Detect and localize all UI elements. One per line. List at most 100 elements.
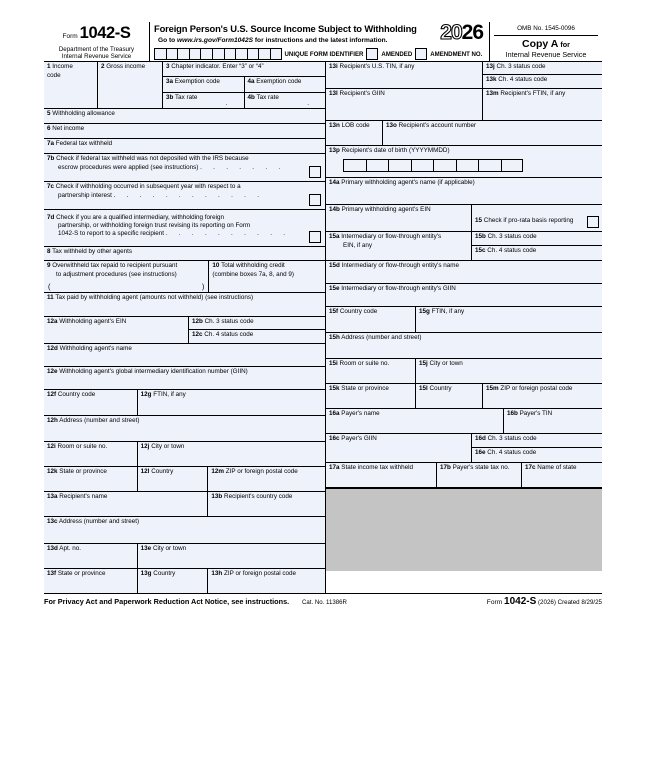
field-8-tax-withheld-other-agents[interactable]: 8 Tax withheld by other agents — [44, 246, 325, 260]
amendment-no-checkbox[interactable] — [415, 48, 428, 60]
field-13e-city[interactable]: 13e City or town — [136, 543, 325, 568]
field-13m-recipient-ftin[interactable]: 13m Recipient's FTIN, if any — [482, 88, 602, 120]
field-12i-room-suite[interactable]: 12i Room or suite no. — [44, 441, 137, 466]
field-12a-agent-ein[interactable]: 12a Withholding agent's EIN — [44, 316, 188, 343]
field-15i-room-suite[interactable]: 15i Room or suite no. — [326, 358, 415, 383]
field-12j-city[interactable]: 12j City or town — [136, 441, 325, 466]
identifier-box-8[interactable] — [235, 48, 247, 60]
field-15-checkbox[interactable] — [587, 215, 599, 228]
field-16e-ch4-status[interactable]: 16e Ch. 4 status code — [471, 447, 602, 462]
field-15j-city[interactable]: 15j City or town — [415, 358, 602, 383]
field-15b-ch3-status[interactable]: 15b Ch. 3 status code — [471, 231, 602, 246]
field-15e-intermediary-giin[interactable]: 15e Intermediary or flow-through entity'… — [326, 283, 602, 306]
field-12b-ch3-status[interactable]: 12b Ch. 3 status code — [188, 316, 325, 330]
field-14b-primary-agent-ein[interactable]: 14b Primary withholding agent's EIN — [326, 204, 471, 231]
amended-checkbox[interactable] — [366, 48, 379, 60]
field-7c-subsequent-year-check[interactable]: 7c Check if withholding occurred in subs… — [44, 181, 325, 209]
field-9-overwithheld-repaid[interactable]: 9 Overwithheld tax repaid to recipient p… — [44, 260, 209, 292]
identifier-box-1[interactable] — [154, 48, 166, 60]
field-13l-recipient-giin[interactable]: 13l Recipient's GIIN — [326, 88, 482, 120]
field-13c-address[interactable]: 13c Address (number and street) — [44, 516, 325, 543]
field-6-net-income[interactable]: 6 Net income — [44, 123, 325, 138]
field-17a-state-tax-withheld[interactable]: 17a State income tax withheld — [326, 462, 436, 487]
dob-box-1[interactable] — [343, 158, 366, 172]
field-13o-account-number[interactable]: 13o Recipient's account number — [382, 120, 602, 145]
field-13d-apt-no[interactable]: 13d Apt. no. — [44, 543, 137, 568]
field-16a-payer-name[interactable]: 16a Payer's name — [326, 408, 503, 433]
field-12e-label: Withholding agent's global intermediary … — [59, 368, 248, 376]
identifier-box-10[interactable] — [258, 48, 270, 60]
field-12d-number: 12d — [47, 345, 58, 353]
field-16c-payer-giin[interactable]: 16c Payer's GIIN — [326, 433, 471, 462]
field-5-withholding-allowance[interactable]: 5 Withholding allowance — [44, 108, 325, 123]
field-7a-federal-tax-withheld[interactable]: 7a Federal tax withheld — [44, 138, 325, 153]
field-15k-state[interactable]: 15k State or province — [326, 383, 415, 408]
field-7b-checkbox[interactable] — [309, 165, 321, 178]
field-1-income-code[interactable]: 1 Income code — [44, 61, 97, 108]
field-12d-agent-name[interactable]: 12d Withholding agent's name — [44, 343, 325, 366]
field-2-gross-income[interactable]: 2 Gross income — [97, 61, 162, 108]
identifier-box-11[interactable] — [269, 48, 282, 60]
field-13p-date-boxes[interactable] — [343, 158, 600, 172]
field-17b-payer-state-tax-no[interactable]: 17b Payer's state tax no. — [436, 462, 521, 487]
field-15l-country[interactable]: 15l Country — [415, 383, 482, 408]
field-14a-primary-agent-name[interactable]: 14a Primary withholding agent's name (if… — [326, 177, 602, 204]
dob-box-7[interactable] — [478, 158, 501, 172]
identifier-box-5[interactable] — [200, 48, 212, 60]
field-7d-checkbox[interactable] — [309, 230, 321, 243]
identifier-box-9[interactable] — [246, 48, 259, 60]
dob-box-6[interactable] — [455, 158, 478, 172]
identifier-box-3[interactable] — [177, 48, 189, 60]
field-15a-intermediary-ein[interactable]: 15a Intermediary or flow-through entity'… — [326, 231, 471, 260]
field-13b-recipient-country-code[interactable]: 13b Recipient's country code — [207, 491, 325, 516]
field-10-total-withholding-credit[interactable]: 10 Total withholding credit (combine box… — [208, 260, 325, 292]
field-12m-zip[interactable]: 12m ZIP or foreign postal code — [207, 466, 325, 491]
field-3b-tax-rate[interactable]: 3b Tax rate . — [162, 92, 244, 108]
field-17c-name-of-state[interactable]: 17c Name of state — [521, 462, 602, 487]
field-13h-zip[interactable]: 13h ZIP or foreign postal code — [207, 568, 325, 593]
dob-box-8[interactable] — [500, 158, 523, 172]
field-4b-tax-rate[interactable]: 4b Tax rate . — [243, 92, 325, 108]
field-15c-ch4-status[interactable]: 15c Ch. 4 status code — [471, 245, 602, 260]
identifier-box-4[interactable] — [188, 48, 201, 60]
field-13g-country[interactable]: 13g Country — [136, 568, 208, 593]
field-7c-checkbox[interactable] — [309, 193, 321, 206]
field-13p-date-of-birth[interactable]: 13p Recipient's date of birth (YYYYMMDD) — [326, 145, 602, 177]
dob-box-3[interactable] — [388, 158, 411, 172]
field-7b-escrow-check[interactable]: 7b Check if federal tax withheld was not… — [44, 153, 325, 181]
identifier-box-6[interactable] — [211, 48, 224, 60]
field-15h-address[interactable]: 15h Address (number and street) — [326, 332, 602, 358]
field-12k-state[interactable]: 12k State or province — [44, 466, 137, 491]
unique-form-identifier-input[interactable] — [154, 48, 282, 60]
field-7d-qi-revision-check[interactable]: 7d Check if you are a qualified intermed… — [44, 209, 325, 246]
dob-box-2[interactable] — [365, 158, 388, 172]
field-3a-exemption-code[interactable]: 3a Exemption code — [162, 76, 244, 92]
field-15d-intermediary-name[interactable]: 15d Intermediary or flow-through entity'… — [326, 260, 602, 283]
dob-box-4[interactable] — [410, 158, 433, 172]
field-16d-ch3-status[interactable]: 16d Ch. 3 status code — [471, 433, 602, 448]
field-13f-state[interactable]: 13f State or province — [44, 568, 137, 593]
field-11-tax-paid-by-agent[interactable]: 11 Tax paid by withholding agent (amount… — [44, 292, 325, 316]
irs-url[interactable]: www.irs.gov/Form1042S — [177, 37, 254, 44]
field-12f-country-code[interactable]: 12f Country code — [44, 389, 137, 415]
field-13a-recipient-name[interactable]: 13a Recipient's name — [44, 491, 208, 516]
field-12g-ftin[interactable]: 12g FTIN, if any — [136, 389, 325, 415]
field-15-pro-rata-check[interactable]: 15 Check if pro-rata basis reporting — [471, 204, 602, 231]
field-12c-ch4-status[interactable]: 12c Ch. 4 status code — [188, 329, 325, 343]
field-13j-ch3-status[interactable]: 13j Ch. 3 status code — [482, 61, 602, 75]
field-15f-country-code[interactable]: 15f Country code — [326, 306, 415, 332]
field-12e-agent-giin[interactable]: 12e Withholding agent's global intermedi… — [44, 366, 325, 389]
field-13n-lob-code[interactable]: 13n LOB code — [326, 120, 382, 145]
dob-box-5[interactable] — [433, 158, 456, 172]
identifier-box-7[interactable] — [223, 48, 236, 60]
field-13i-recipient-tin[interactable]: 13i Recipient's U.S. TIN, if any — [326, 61, 482, 88]
field-12h-address[interactable]: 12h Address (number and street) — [44, 415, 325, 441]
field-15m-zip[interactable]: 15m ZIP or foreign postal code — [482, 383, 602, 408]
field-12l-country[interactable]: 12l Country — [136, 466, 208, 491]
identifier-box-2[interactable] — [165, 48, 178, 60]
field-15g-ftin[interactable]: 15g FTIN, if any — [415, 306, 602, 332]
field-16b-payer-tin[interactable]: 16b Payer's TIN — [503, 408, 602, 433]
field-4a-exemption-code[interactable]: 4a Exemption code — [243, 76, 325, 92]
field-3-chapter-indicator[interactable]: 3 Chapter indicator. Enter “3” or “4” — [162, 61, 325, 77]
field-13k-ch4-status[interactable]: 13k Ch. 4 status code — [482, 74, 602, 88]
